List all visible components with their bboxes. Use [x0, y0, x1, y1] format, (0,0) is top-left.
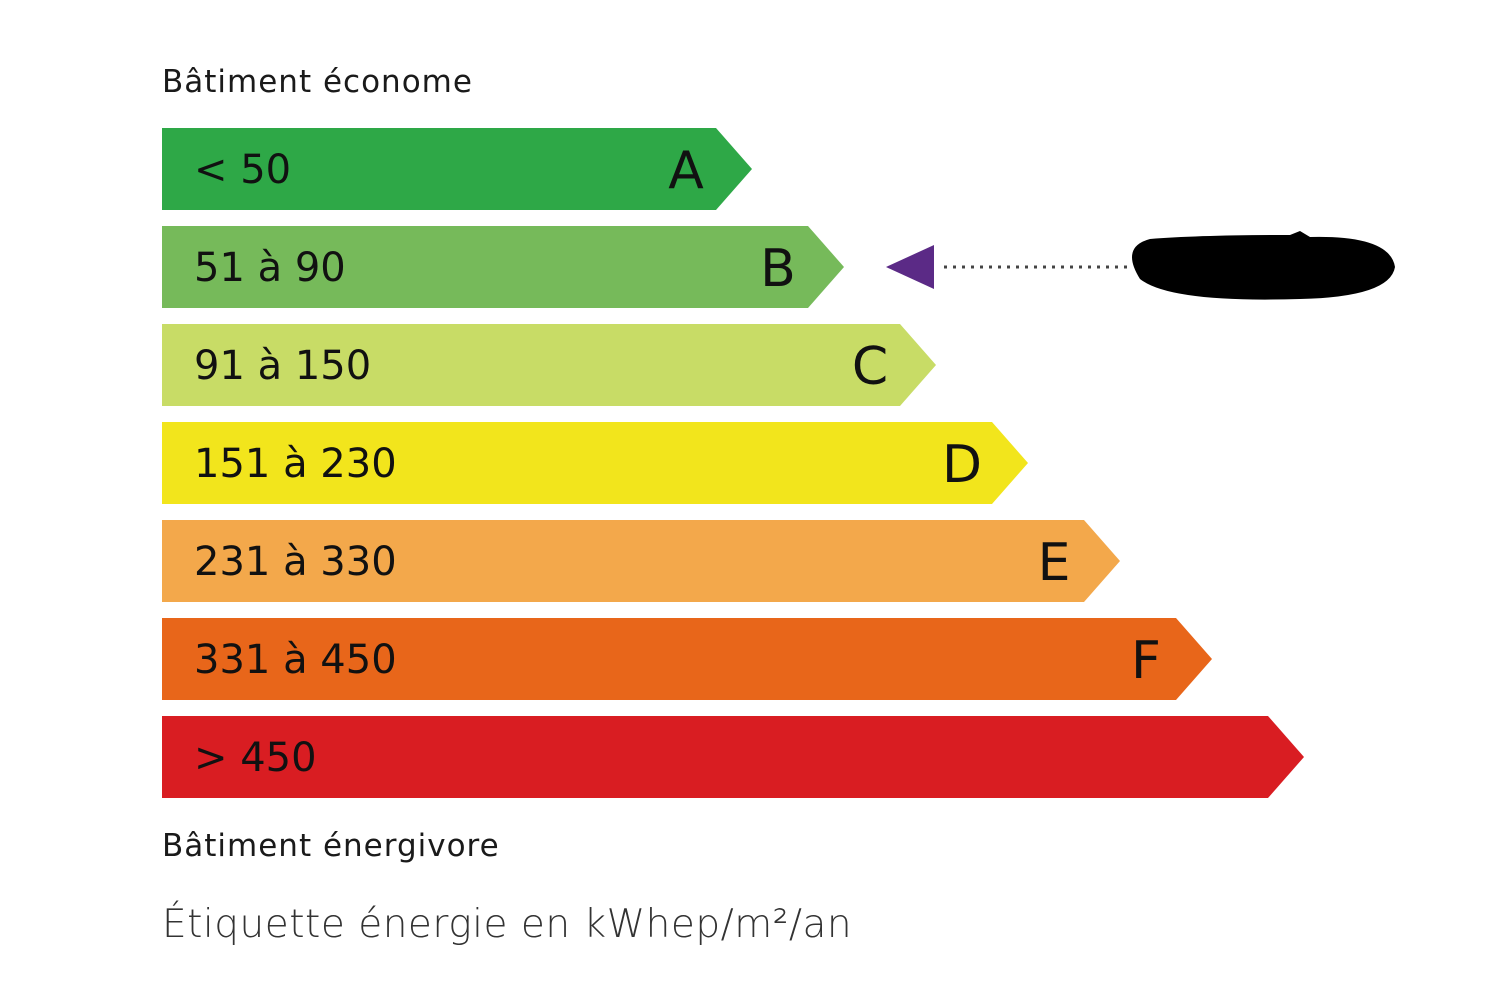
class-bar [162, 226, 844, 308]
class-letter: B [760, 239, 796, 299]
class-letter: C [852, 337, 888, 397]
energy-class-b: 51 à 90 B [162, 226, 844, 308]
class-range: 151 à 230 [194, 441, 397, 487]
class-range: 231 à 330 [194, 539, 397, 585]
rating-indicator [886, 231, 1395, 300]
energy-class-a: < 50 A [162, 128, 752, 210]
redacted-value [1132, 231, 1395, 300]
top-label: Bâtiment économe [162, 64, 473, 100]
energy-class-c: 91 à 150 C [162, 324, 936, 406]
class-bar [162, 520, 1120, 602]
energy-class-f: 331 à 450 F [162, 618, 1212, 700]
energy-class-d: 151 à 230 D [162, 422, 1028, 504]
class-bar [162, 618, 1212, 700]
class-bar [162, 716, 1304, 798]
class-bar [162, 422, 1028, 504]
class-letter: A [668, 141, 704, 201]
class-bar [162, 324, 936, 406]
energy-class-e: 231 à 330 E [162, 520, 1120, 602]
bottom-label: Bâtiment énergivore [162, 828, 500, 864]
class-letter: E [1038, 533, 1071, 593]
class-bar [162, 128, 752, 210]
class-letter: D [942, 435, 982, 495]
class-range: < 50 [194, 147, 291, 193]
class-range: 91 à 150 [194, 343, 371, 389]
class-range: 51 à 90 [194, 245, 346, 291]
class-range: 331 à 450 [194, 637, 397, 683]
class-letter: F [1131, 631, 1161, 691]
caption: Étiquette énergie en kWhep/m²/an [162, 902, 853, 947]
indicator-arrow-icon [886, 245, 934, 289]
class-range: > 450 [194, 735, 317, 781]
energy-class-g: > 450 [162, 716, 1304, 798]
